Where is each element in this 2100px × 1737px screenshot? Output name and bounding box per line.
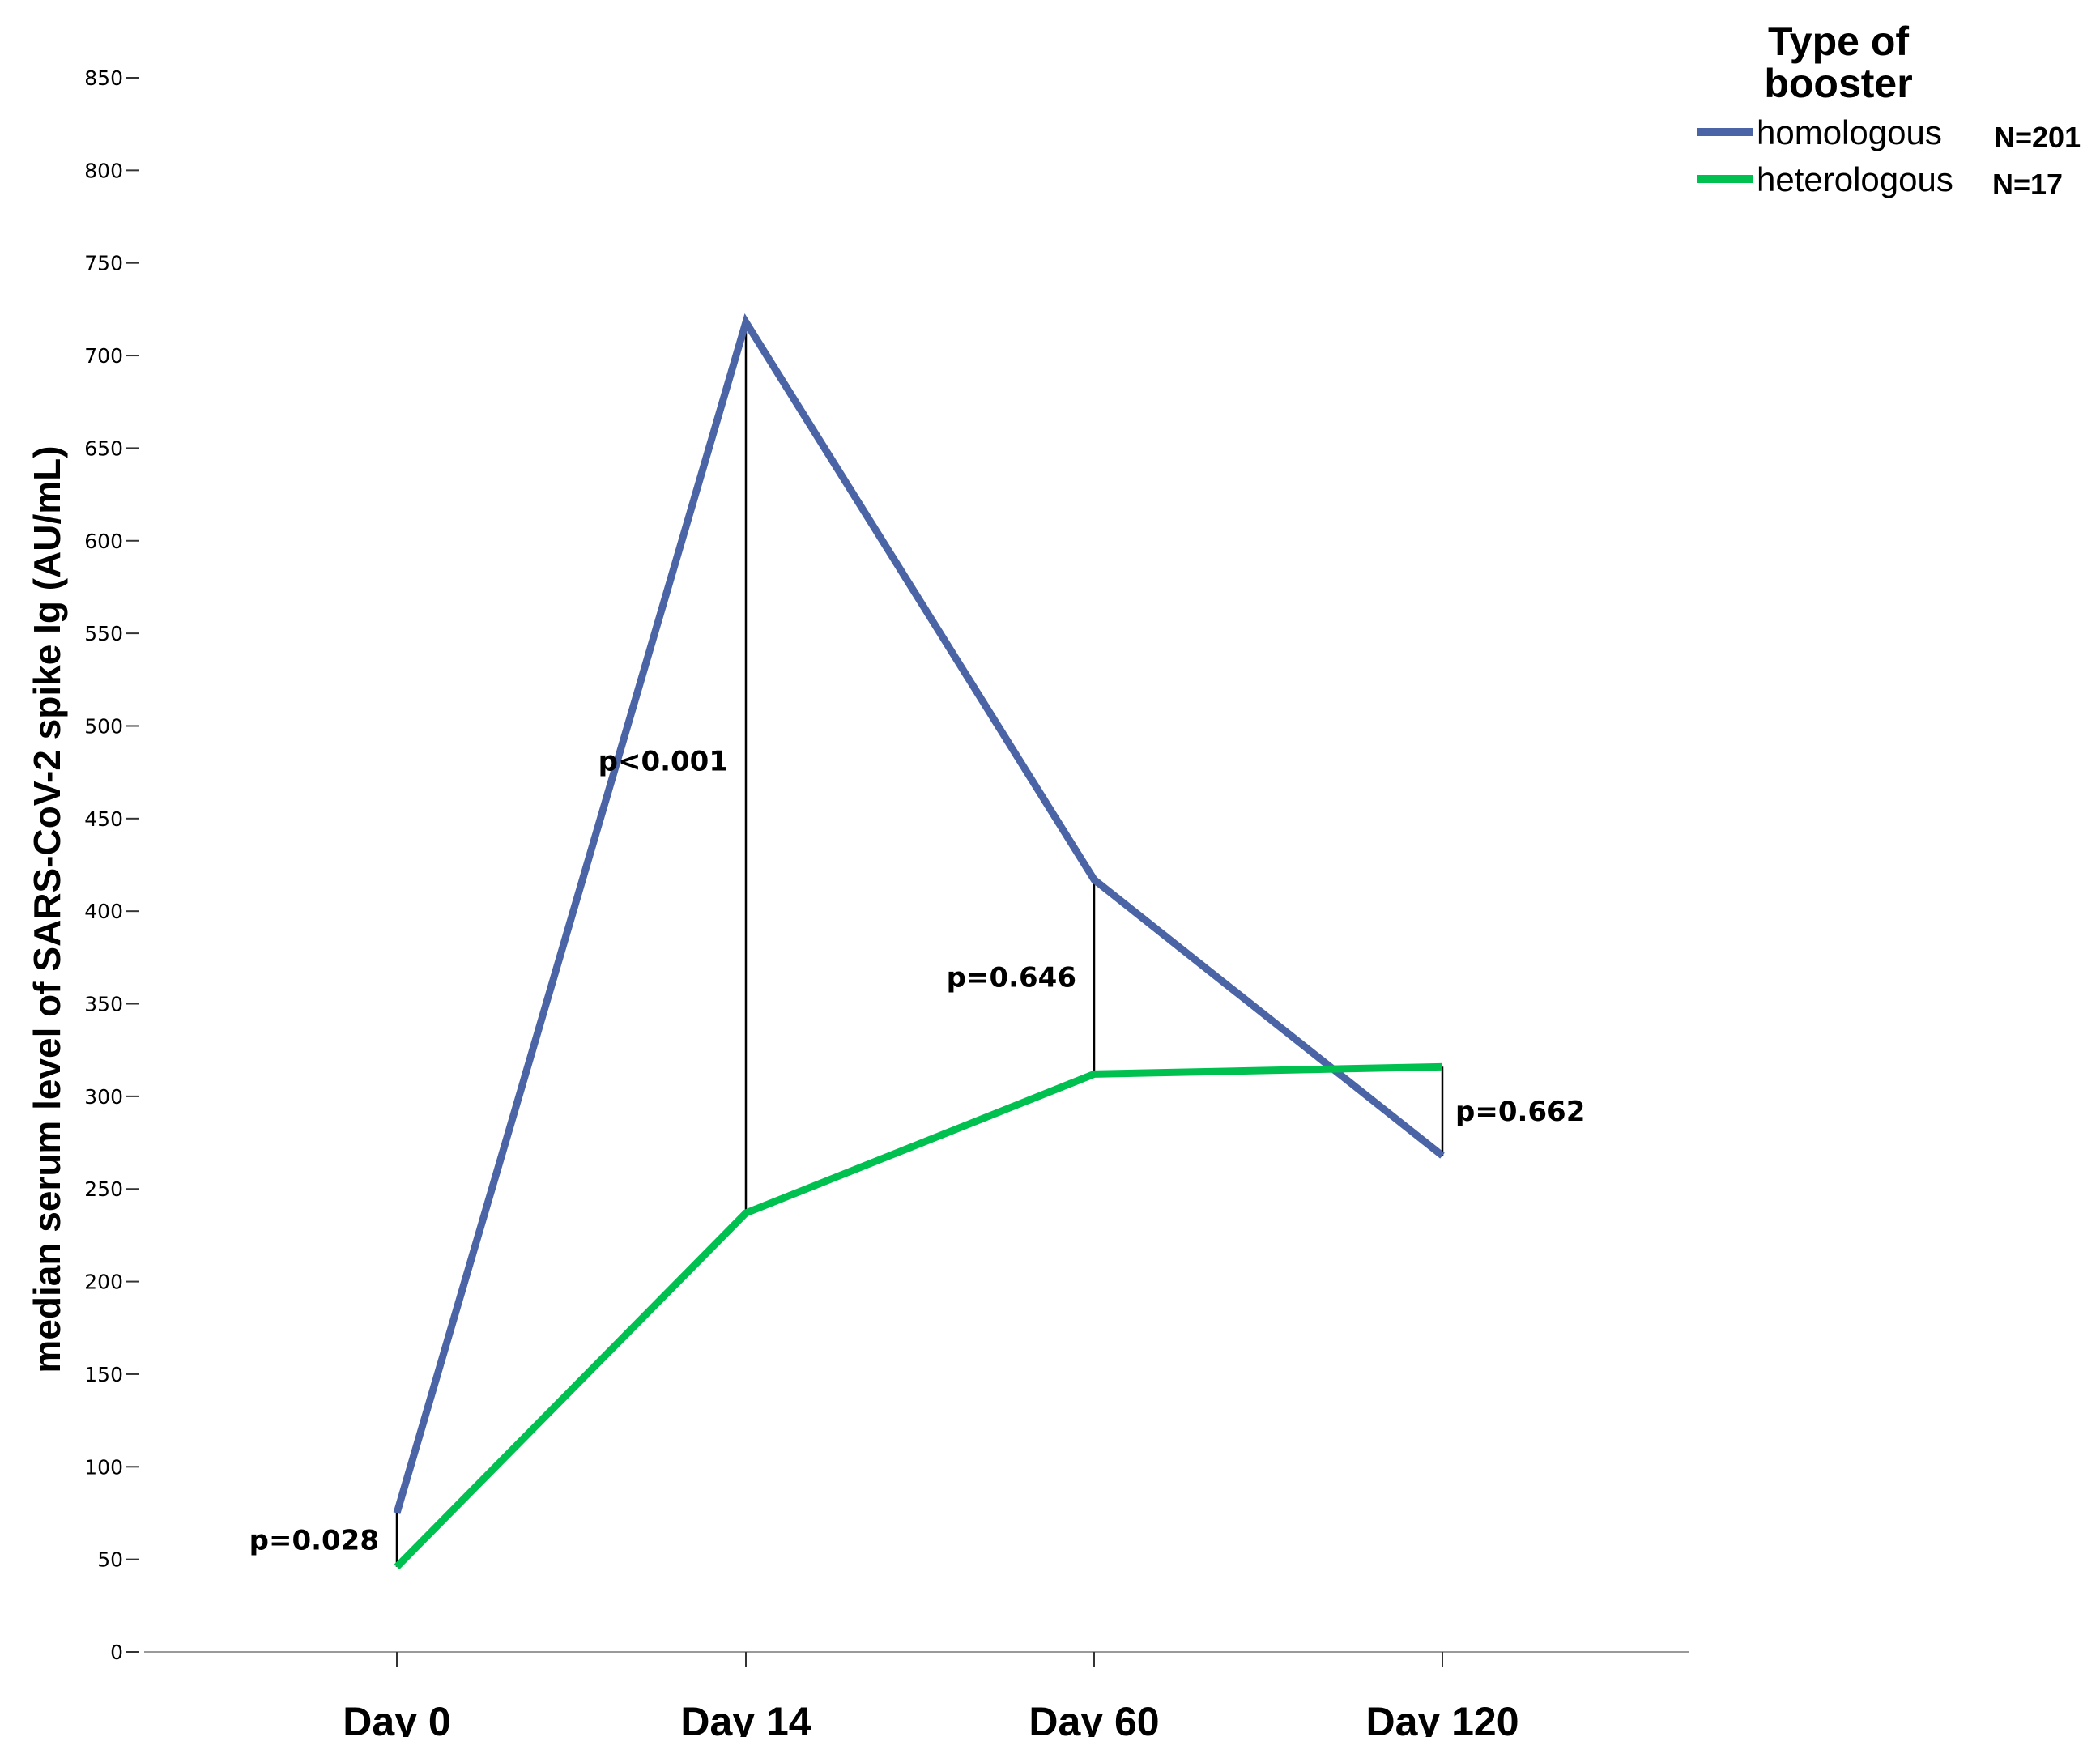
series-lines [393,313,1445,1569]
y-tick-label: 300 [84,1085,123,1109]
x-tick-label: Day 60 [1029,1699,1159,1737]
x-tick-label: Day 0 [343,1699,450,1737]
series-line-homologous [393,313,1445,1514]
y-tick-label: 450 [84,807,123,831]
legend-entry: heterologous [1757,160,1953,198]
y-tick-label: 250 [84,1177,123,1201]
p-value-annotations: p=0.028 p<0.001 p=0.646 p=0.662 [249,745,1586,1556]
legend-n-label: N=201 [1994,121,2081,154]
series-line-heterologous [394,1062,1443,1569]
y-tick-label: 750 [84,252,123,275]
y-tick-label: 100 [84,1455,123,1479]
y-tick-label: 550 [84,622,123,645]
y-tick-label: 650 [84,436,123,460]
y-tick-label: 850 [84,66,123,90]
y-tick-label: 400 [84,900,123,923]
y-tick-label: 200 [84,1271,123,1294]
y-axis-label: median serum level of SARS-CoV-2 spike I… [26,445,68,1373]
axes: 0 50 100 150 200 250 300 350 400 450 500 550 600 650 7… [84,66,1689,1737]
y-tick-label: 700 [84,344,123,368]
y-tick-label: 500 [84,714,123,738]
y-tick-label: 150 [84,1363,123,1386]
y-tick-label: 800 [84,159,123,182]
legend-title: booster [1764,61,1912,106]
p-value-label: p=0.662 [1455,1096,1585,1128]
y-tick-label: 600 [84,530,123,553]
y-tick-label: 50 [97,1548,123,1572]
p-value-label: p<0.001 [598,745,728,777]
p-value-label: p=0.028 [249,1525,379,1557]
y-tick-label: 0 [110,1641,123,1664]
x-tick-label: Day 14 [680,1699,811,1737]
legend-n-label: N=17 [1992,168,2063,201]
legend-entry: homologous [1757,113,1942,151]
x-tick-label: Day 120 [1365,1699,1519,1737]
p-value-connectors [395,321,1444,1567]
p-value-label: p=0.646 [947,961,1076,994]
legend-title: Type of [1768,19,1909,64]
y-tick-label: 350 [84,993,123,1016]
